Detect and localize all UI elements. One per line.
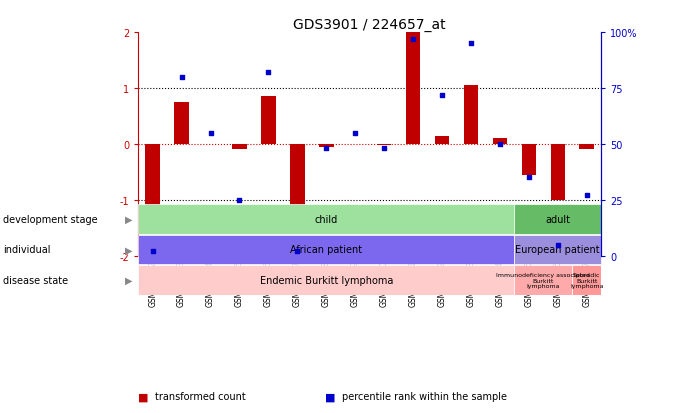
Bar <box>406 33 420 145</box>
Bar <box>435 136 449 145</box>
Point <box>408 36 419 43</box>
Point <box>379 146 390 152</box>
Bar <box>138 235 514 265</box>
Point <box>494 141 505 148</box>
Text: adult: adult <box>545 214 570 224</box>
Text: child: child <box>314 214 338 224</box>
Point <box>263 70 274 76</box>
Text: transformed count: transformed count <box>155 392 246 401</box>
Bar <box>377 145 391 146</box>
Point <box>321 146 332 152</box>
Title: GDS3901 / 224657_at: GDS3901 / 224657_at <box>294 18 446 32</box>
Point <box>205 130 216 137</box>
Text: percentile rank within the sample: percentile rank within the sample <box>342 392 507 401</box>
Text: African patient: African patient <box>290 245 362 255</box>
Point <box>147 248 158 255</box>
Point <box>523 175 534 181</box>
Point <box>552 242 563 248</box>
Bar <box>174 103 189 145</box>
Bar <box>514 266 572 295</box>
Text: ■: ■ <box>325 392 339 401</box>
Point <box>234 197 245 204</box>
Bar <box>464 86 478 145</box>
Text: ▶: ▶ <box>125 214 133 224</box>
Point <box>581 192 592 199</box>
Text: ▶: ▶ <box>125 245 133 255</box>
Text: disease state: disease state <box>3 275 68 285</box>
Point <box>292 248 303 255</box>
Point <box>350 130 361 137</box>
Bar <box>580 145 594 150</box>
Bar <box>232 145 247 150</box>
Bar <box>145 145 160 234</box>
Point <box>466 41 477 47</box>
Text: Immunodeficiency associated
Burkitt
lymphoma: Immunodeficiency associated Burkitt lymp… <box>496 272 590 289</box>
Bar <box>319 145 334 147</box>
Bar <box>572 266 601 295</box>
Text: Sporadic
Burkitt
lymphoma: Sporadic Burkitt lymphoma <box>570 272 603 289</box>
Bar <box>514 204 601 234</box>
Point <box>176 74 187 81</box>
Text: European patient: European patient <box>515 245 600 255</box>
Bar <box>138 204 514 234</box>
Text: ■: ■ <box>138 392 152 401</box>
Bar <box>493 139 507 145</box>
Point <box>437 92 448 99</box>
Bar <box>514 235 601 265</box>
Text: Endemic Burkitt lymphoma: Endemic Burkitt lymphoma <box>260 275 393 285</box>
Bar <box>522 145 536 175</box>
Bar <box>261 97 276 145</box>
Text: development stage: development stage <box>3 214 98 224</box>
Bar <box>138 266 514 295</box>
Bar <box>290 145 305 214</box>
Text: ▶: ▶ <box>125 275 133 285</box>
Bar <box>551 145 565 200</box>
Text: individual: individual <box>3 245 51 255</box>
